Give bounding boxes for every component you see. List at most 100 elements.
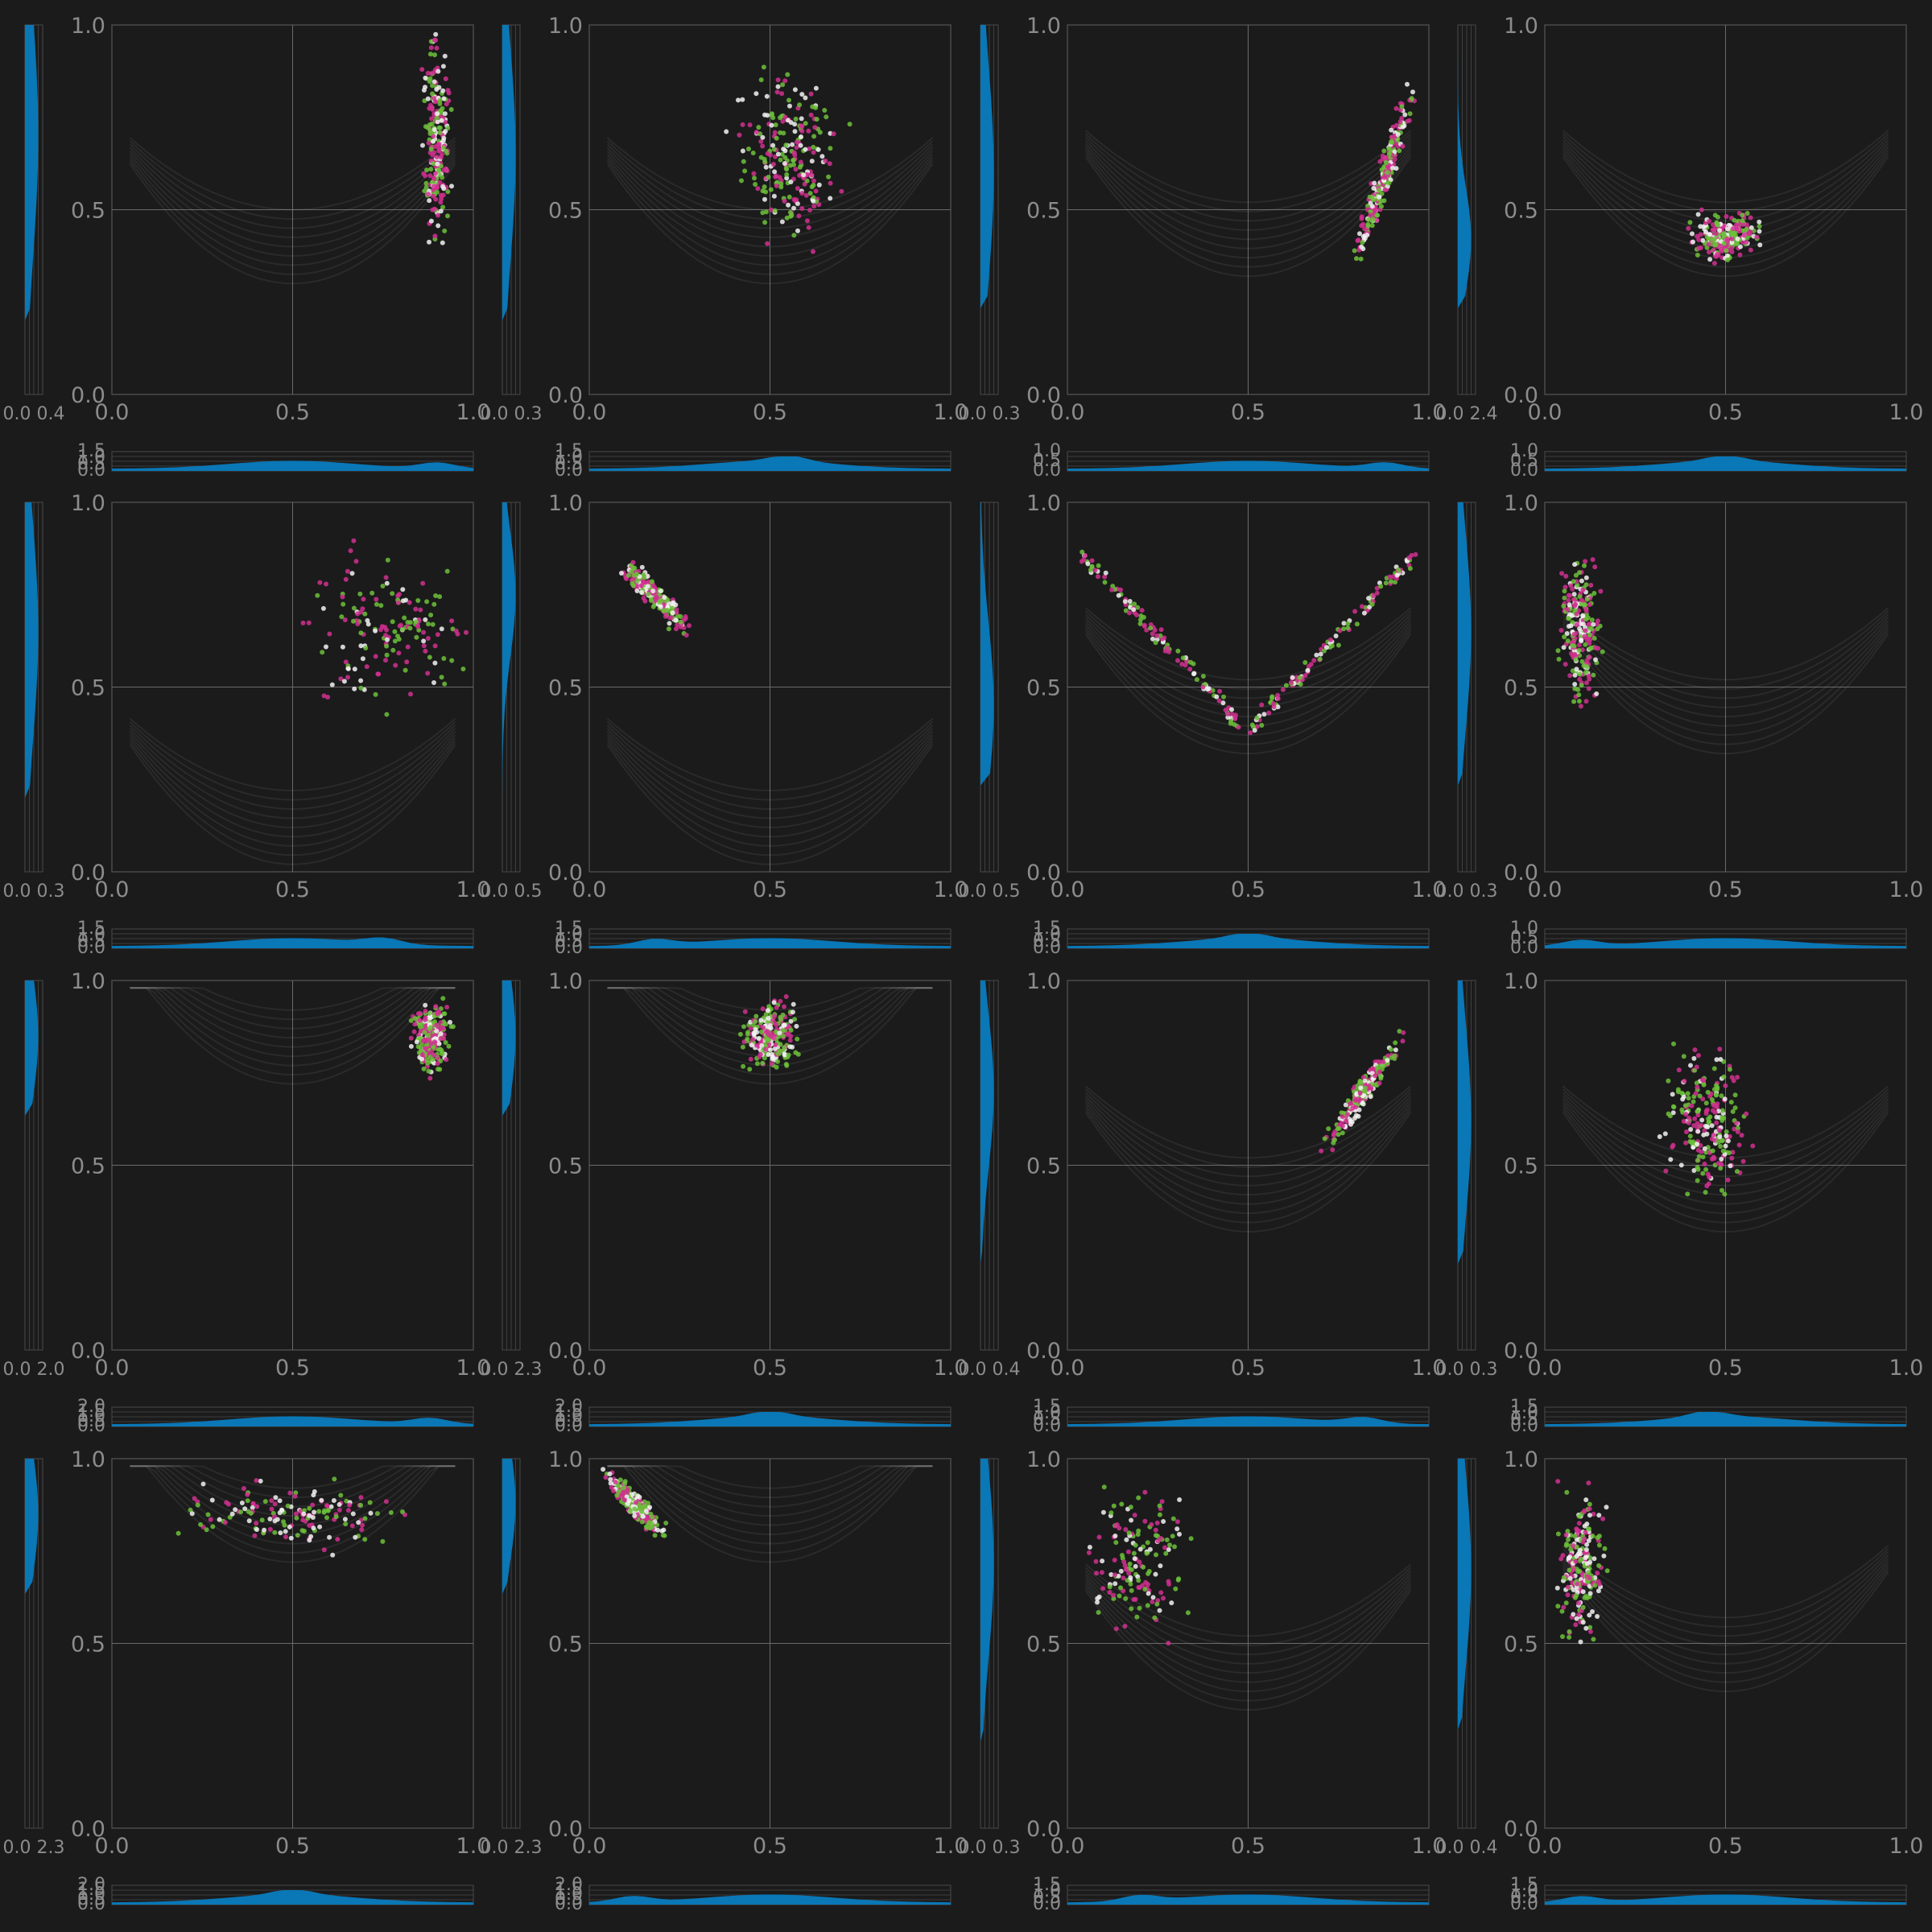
scatter-point [404,659,410,665]
scatter-point [1116,592,1121,598]
scatter-point [1591,1637,1596,1642]
scatter-point [419,67,425,72]
scatter-point [1707,257,1713,262]
scatter-point [1169,1600,1174,1606]
scatter-point [441,656,447,661]
y-tick-label: 1.0 [1504,969,1538,994]
scatter-point [278,1530,283,1536]
scatter-point [1386,146,1392,151]
scatter-point [1113,1523,1118,1529]
scatter-point [1707,1119,1712,1125]
scatter-point [1586,686,1591,691]
scatter-point [1707,250,1711,255]
scatter-point [1088,568,1093,572]
scatter-point [1714,1085,1719,1091]
scatter-point [436,167,441,172]
scatter-point [1400,1038,1406,1044]
scatter-point [1126,610,1132,616]
scatter-point [1369,204,1375,209]
scatter-point [1580,587,1586,592]
scatter-point [1341,626,1347,632]
scatter-point [753,1013,759,1019]
scatter-point [388,1510,394,1515]
scatter-point [1129,1587,1134,1593]
scatter-point [436,68,441,74]
scatter-point [455,631,460,637]
scatter-point [1711,237,1717,242]
scatter-point [1587,646,1593,651]
scatter-point [373,654,378,659]
scatter-point [1133,1596,1138,1602]
scatter-point [665,597,671,603]
marginal-x-tick-label: 0.5 [555,454,583,474]
scatter-point [431,1052,436,1058]
scatter-point [242,1486,246,1491]
scatter-point [755,186,761,192]
scatter-point [778,998,783,1004]
scatter-point [405,644,411,650]
scatter-point [426,621,431,627]
scatter-point [426,140,431,146]
x-tick-label: 0.0 [95,877,130,902]
scatter-point [288,1535,294,1541]
scatter-point [1352,609,1358,614]
scatter-point [782,1022,787,1028]
panel-r2c4: 0.0 0.5 1.00.00.51.00.0 0.31.00.50.0 [1436,491,1924,958]
scatter-point [1728,1163,1733,1169]
scatter-point [1681,1119,1686,1124]
scatter-point [1722,1096,1728,1102]
scatter-point [435,142,440,148]
scatter-point [400,598,406,604]
scatter-point [1744,226,1749,232]
scatter-point [1337,628,1343,634]
background-arc [129,147,456,238]
scatter-point [1686,1120,1691,1125]
scatter-point [272,1518,278,1524]
scatter-point [1703,1166,1709,1172]
scatter-point [770,142,776,148]
scatter-point [435,632,440,638]
scatter-point [1136,1495,1141,1501]
scatter-point [788,213,794,219]
scatter-point [438,1031,444,1037]
scatter-point [360,656,365,662]
y-tick-label: 0.5 [548,199,583,224]
scatter-point [1561,1604,1567,1610]
scatter-point [634,1500,638,1505]
scatter-point [1383,155,1389,160]
scatter-point [762,184,767,190]
scatter-point [793,116,799,122]
scatter-point [1174,1519,1180,1525]
panel-r4c4: 0.0 0.5 1.00.00.51.00.0 0.41.51.00.50.0 [1436,1447,1924,1914]
scatter-point [1371,593,1377,599]
scatter-point [1132,1556,1137,1562]
marginal-x-density [112,1416,473,1426]
background-arc [606,728,934,819]
scatter-point [1699,1117,1705,1123]
scatter-point [426,1068,431,1074]
scatter-point [437,1046,443,1052]
scatter-point [1692,1116,1698,1121]
scatter-point [1166,1579,1171,1584]
scatter-point [441,1036,447,1042]
scatter-point [613,1480,618,1485]
scatter-point [433,196,439,202]
scatter-point [444,1005,450,1010]
scatter-point [428,218,434,224]
scatter-point [1144,627,1150,633]
scatter-point [1727,1067,1732,1072]
scatter-point [425,96,431,101]
scatter-point [338,1492,344,1498]
scatter-point [769,1061,774,1067]
scatter-point [414,634,419,640]
scatter-point [1122,1624,1128,1629]
scatter-point [1600,649,1605,654]
scatter-point [1153,1527,1158,1533]
scatter-point [1170,1516,1176,1521]
scatter-point [780,118,786,124]
scatter-point [331,1498,336,1503]
scatter-point [1364,233,1370,237]
scatter-point [427,654,432,660]
scatter-point [384,627,390,633]
scatter-point [1093,1558,1099,1564]
